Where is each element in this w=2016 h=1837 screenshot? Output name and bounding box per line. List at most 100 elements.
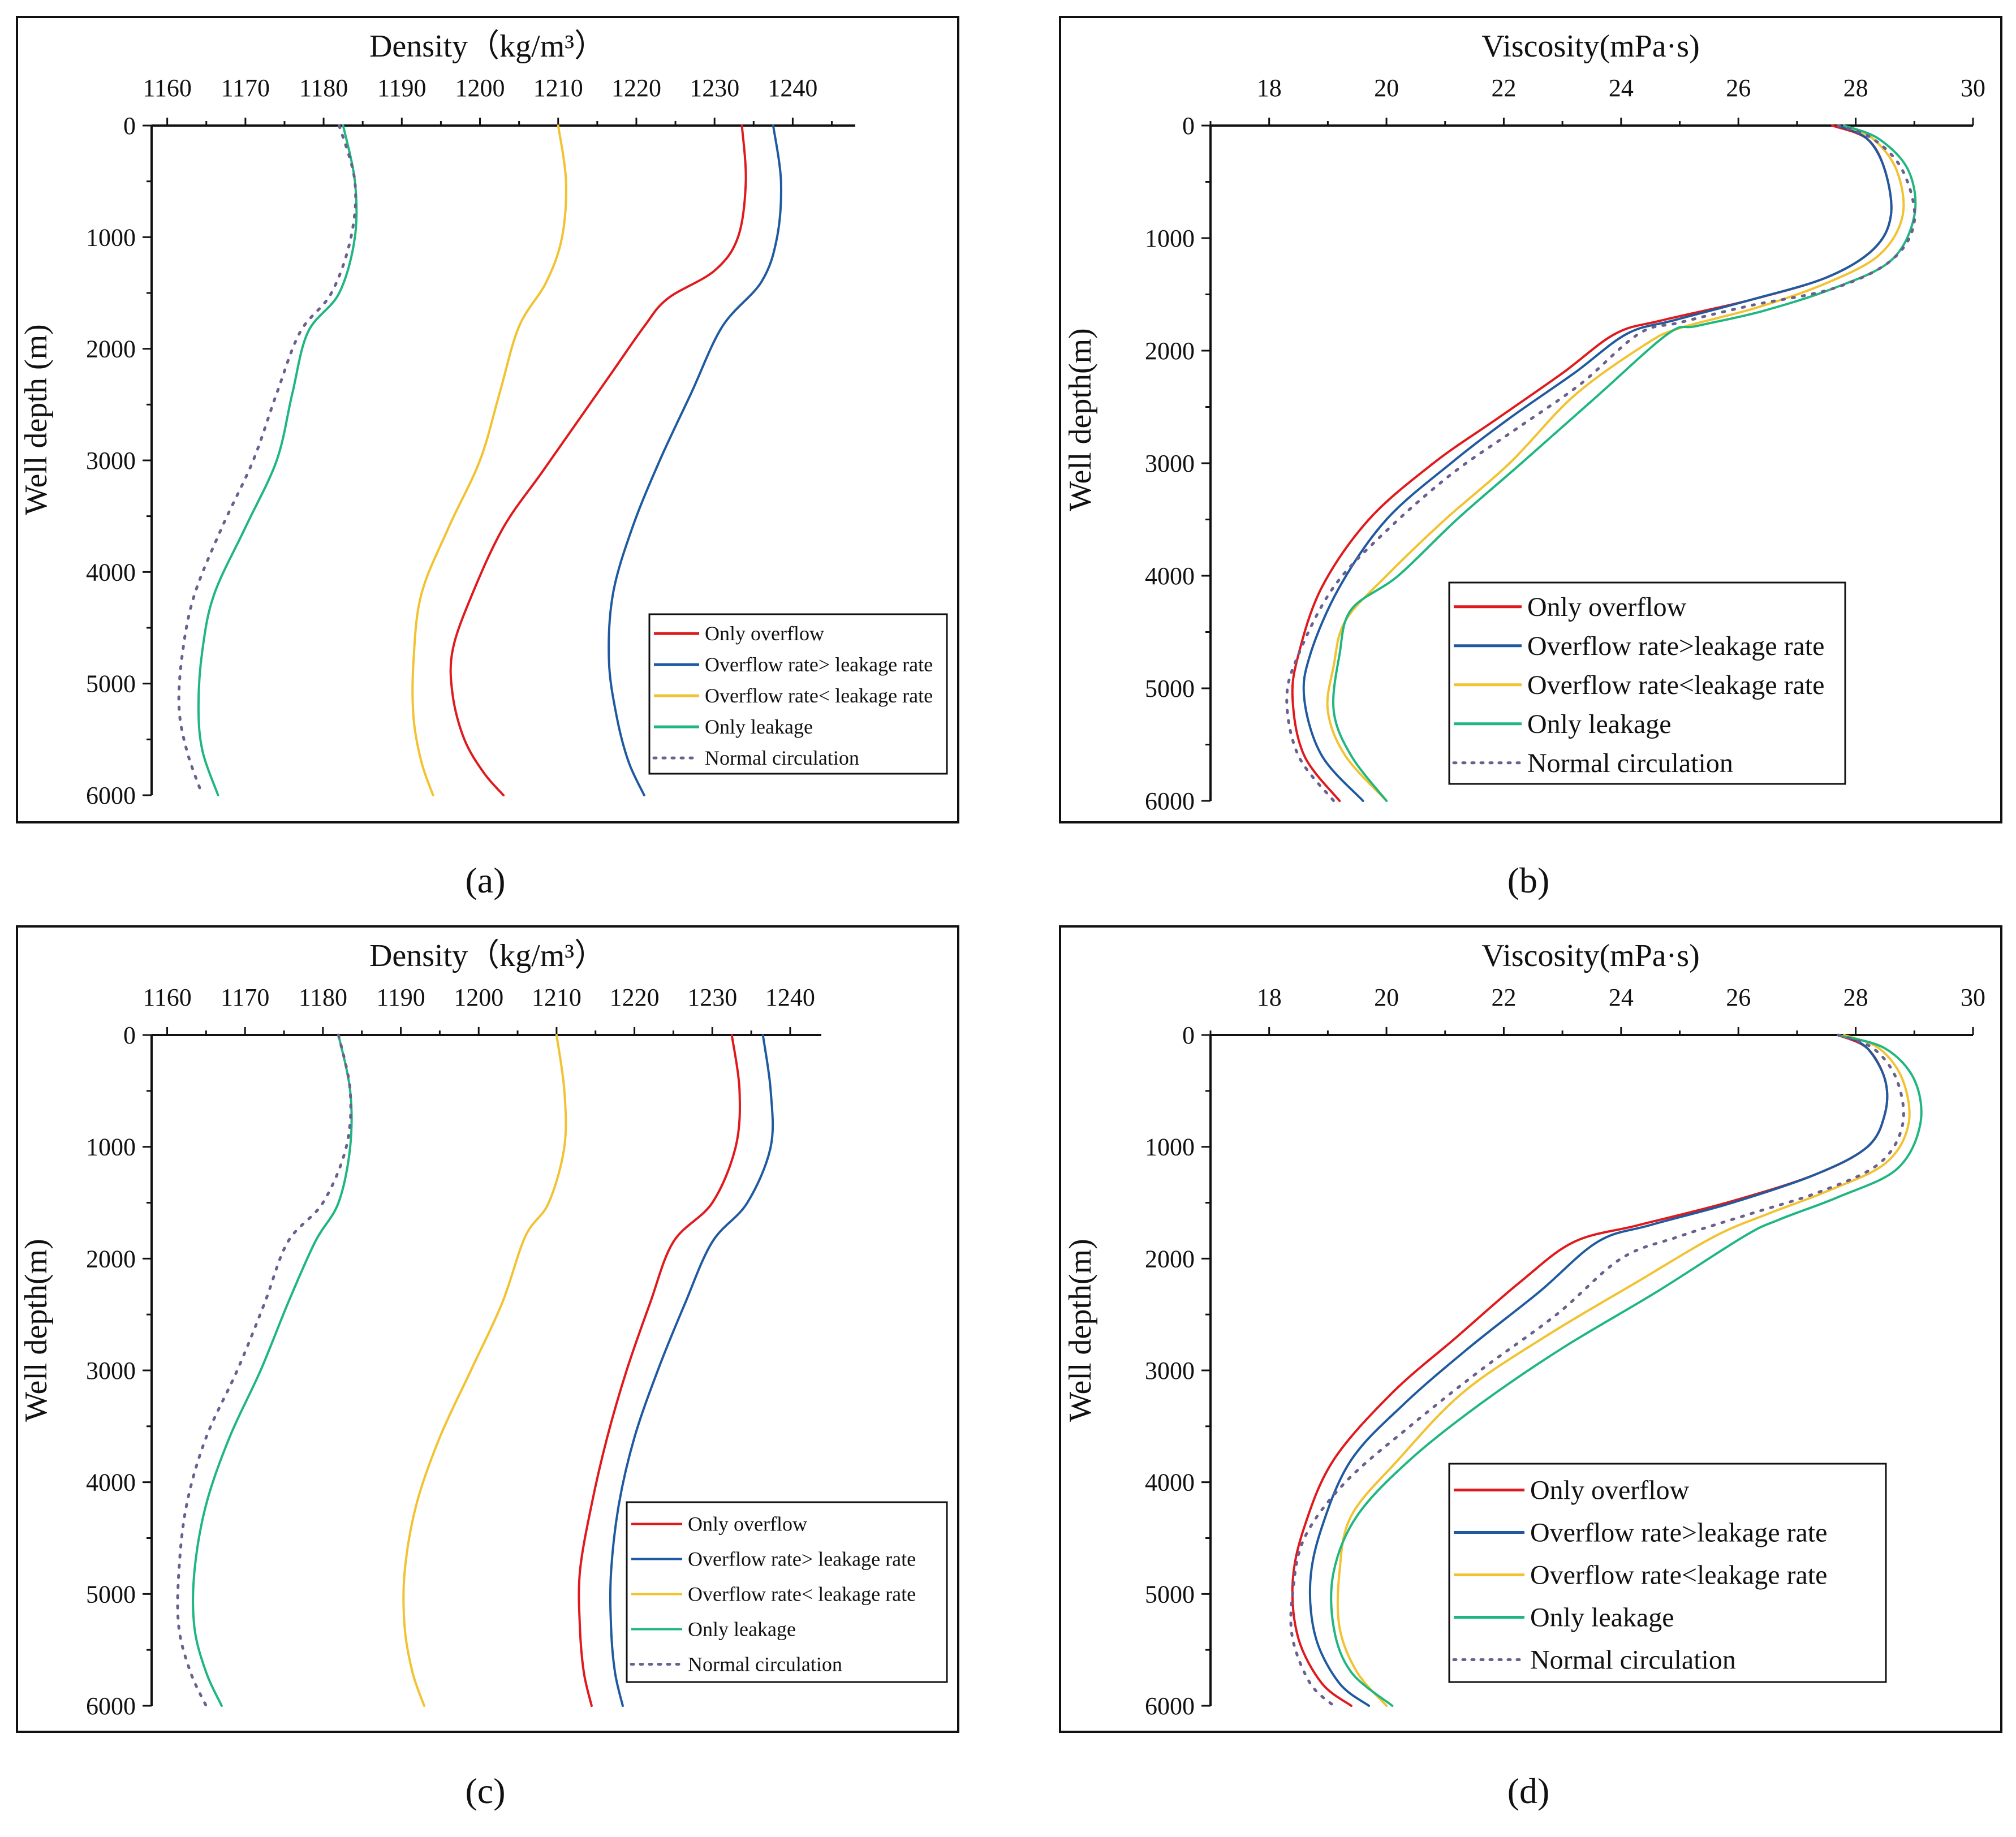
panel-d-curves [1289, 1033, 1923, 1707]
panel-c-caption: (c) [465, 1771, 505, 1811]
x-tick-label: 1160 [143, 74, 191, 102]
legend-label: Overflow rate<leakage rate [1527, 670, 1824, 700]
y-tick-label: 0 [1182, 1021, 1195, 1049]
panel-a-caption: (a) [465, 860, 505, 900]
panel-a-frame [16, 16, 959, 823]
series-line-only-overflow [578, 1034, 741, 1707]
x-tick-label: 1210 [533, 74, 583, 102]
panel-a-x-axis-title: Density（kg/m³） [369, 29, 606, 64]
y-tick-label: 5000 [1145, 1580, 1195, 1608]
legend-label: Normal circulation [688, 1653, 842, 1675]
y-tick-label: 4000 [86, 558, 136, 586]
x-tick-label: 1160 [143, 984, 191, 1011]
y-tick-label: 0 [1182, 112, 1195, 140]
panel-c: Density（kg/m³） Well depth(m) (c) 1160 117… [16, 925, 959, 1811]
x-tick-label: 26 [1726, 984, 1751, 1011]
y-tick-label: 2000 [1145, 1245, 1195, 1273]
x-tick-label: 22 [1491, 984, 1516, 1011]
series-line-overflow-rate-leakage-rate [1302, 124, 1893, 802]
y-tick-label: 3000 [86, 1357, 136, 1385]
y-tick-label: 2000 [86, 1245, 136, 1273]
panel-b-caption: (b) [1507, 860, 1550, 900]
legend-label: Only overflow [1527, 592, 1687, 622]
x-tick-label: 1240 [768, 74, 817, 102]
x-tick-label: 1170 [221, 74, 270, 102]
x-tick-label: 26 [1726, 74, 1751, 102]
y-tick-label: 5000 [1145, 675, 1195, 702]
panel-d-caption: (d) [1507, 1771, 1550, 1811]
series-line-normal-circulation [1285, 124, 1916, 803]
panel-b-ticks: 18 20 22 24 26 28 30 0 1000 2000 3000 4000 5000 6000 [1145, 74, 1985, 815]
y-tick-label: 4000 [1145, 562, 1195, 590]
x-tick-label: 30 [1961, 74, 1985, 102]
y-tick-label: 3000 [86, 447, 136, 475]
panel-d-frame [1059, 925, 2002, 1733]
y-tick-label: 3000 [1145, 450, 1195, 477]
panel-c-ticks: 1160 1170 1180 1190 1200 1210 1220 1230 1240 0 100… [86, 984, 821, 1720]
series-line-overflow-rate-leakage-rate [402, 1034, 567, 1707]
legend-label: Only leakage [705, 715, 813, 738]
x-tick-label: 1180 [299, 984, 347, 1011]
x-tick-label: 20 [1374, 984, 1399, 1011]
y-tick-label: 5000 [86, 670, 136, 698]
panel-a-legend: Only overflow Overflow rate> leakage rate… [648, 613, 948, 775]
series-line-overflow-rate-leakage-rate [1308, 1034, 1889, 1707]
x-tick-label: 1230 [690, 74, 739, 102]
panel-d-legend: Only overflow Overflow rate>leakage rate O… [1448, 1463, 1887, 1683]
legend-label: Overflow rate> leakage rate [688, 1547, 916, 1570]
panel-d-y-axis-title: Well depth(m) [1063, 1239, 1098, 1422]
series-line-overflow-rate-leakage-rate [609, 1034, 774, 1707]
panel-b-curves [1285, 124, 1917, 803]
panel-c-y-axis-title: Well depth(m) [19, 1239, 54, 1422]
x-tick-label: 1220 [611, 74, 661, 102]
y-tick-label: 1000 [1145, 225, 1195, 252]
x-tick-label: 1230 [687, 984, 737, 1011]
x-tick-label: 30 [1961, 984, 1985, 1011]
series-line-only-leakage [197, 124, 358, 796]
x-tick-label: 1180 [299, 74, 348, 102]
y-tick-label: 0 [123, 1021, 136, 1049]
x-tick-label: 28 [1843, 984, 1868, 1011]
y-tick-label: 2000 [1145, 337, 1195, 365]
panel-b-frame [1059, 16, 2002, 823]
legend-label: Normal circulation [1527, 748, 1733, 778]
panel-a-y-axis-title: Well depth (m) [19, 324, 54, 515]
series-line-overflow-rate-leakage-rate [1326, 124, 1905, 802]
x-tick-label: 18 [1257, 984, 1282, 1011]
x-tick-label: 1200 [454, 984, 503, 1011]
series-line-normal-circulation [177, 124, 357, 797]
panel-a-curves [177, 124, 782, 797]
panel-a-ticks: 1160 1170 1180 1190 1200 1210 1220 1230 1240 0 100… [86, 74, 855, 809]
x-tick-label: 1190 [377, 74, 426, 102]
panel-b-x-axis-title: Viscosity(mPa·s) [1481, 29, 1700, 64]
y-tick-label: 1000 [86, 1133, 136, 1161]
x-tick-label: 18 [1257, 74, 1282, 102]
panel-b: Viscosity(mPa·s) Well depth(m) (b) 18 20 2… [1059, 16, 2002, 900]
panel-d-x-axis-title: Viscosity(mPa·s) [1481, 938, 1700, 973]
y-tick-label: 2000 [86, 335, 136, 363]
series-line-overflow-rate-leakage-rate [411, 124, 567, 796]
y-tick-label: 0 [123, 112, 136, 140]
series-line-only-leakage [1330, 1034, 1923, 1707]
y-tick-label: 5000 [86, 1580, 136, 1608]
y-tick-label: 6000 [86, 1692, 136, 1720]
panel-b-y-axis-title: Well depth(m) [1063, 328, 1098, 511]
legend-label: Normal circulation [705, 747, 859, 769]
legend-label: Only leakage [1527, 709, 1672, 739]
x-tick-label: 1200 [455, 74, 505, 102]
series-line-normal-circulation [1289, 1033, 1905, 1707]
x-tick-label: 1170 [221, 984, 269, 1011]
x-tick-label: 20 [1374, 74, 1399, 102]
panel-a: Density（kg/m³） Well depth (m) (a) 1160 11… [16, 16, 959, 900]
legend-label: Only overflow [688, 1512, 807, 1535]
x-tick-label: 22 [1491, 74, 1516, 102]
series-line-overflow-rate-leakage-rate [608, 124, 782, 796]
series-line-only-leakage [192, 1034, 353, 1707]
legend-label: Overflow rate>leakage rate [1527, 631, 1824, 661]
legend-label: Only overflow [705, 622, 824, 645]
panel-c-legend: Only overflow Overflow rate> leakage rate… [626, 1501, 948, 1683]
y-tick-label: 4000 [86, 1469, 136, 1497]
legend-label: Overflow rate< leakage rate [688, 1582, 916, 1605]
series-line-normal-circulation [176, 1033, 352, 1707]
